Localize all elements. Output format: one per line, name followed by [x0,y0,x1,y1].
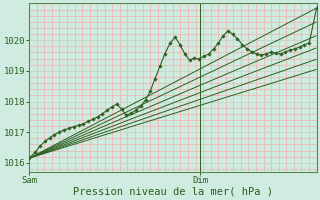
X-axis label: Pression niveau de la mer( hPa ): Pression niveau de la mer( hPa ) [73,187,273,197]
